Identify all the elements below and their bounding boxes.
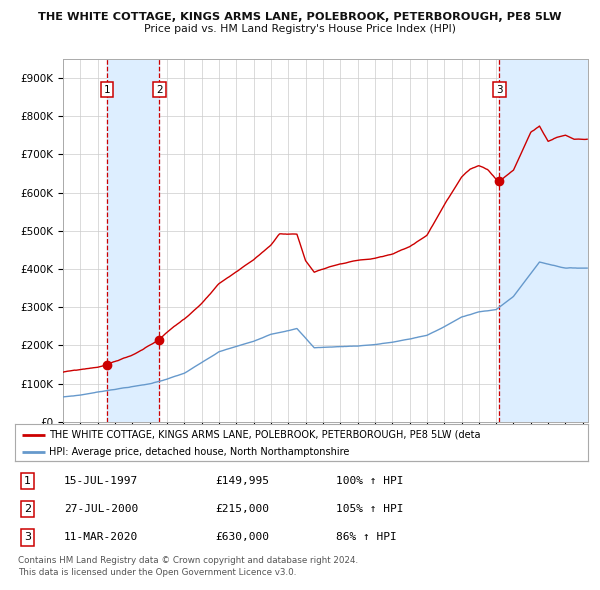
Bar <box>107 59 160 422</box>
Text: 3: 3 <box>24 533 31 542</box>
Text: 86% ↑ HPI: 86% ↑ HPI <box>336 533 397 542</box>
Text: 1: 1 <box>24 476 31 486</box>
Text: £215,000: £215,000 <box>215 504 269 514</box>
Text: 27-JUL-2000: 27-JUL-2000 <box>64 504 138 514</box>
Text: THE WHITE COTTAGE, KINGS ARMS LANE, POLEBROOK, PETERBOROUGH, PE8 5LW (deta: THE WHITE COTTAGE, KINGS ARMS LANE, POLE… <box>49 430 481 440</box>
Text: £630,000: £630,000 <box>215 533 269 542</box>
Text: 3: 3 <box>496 84 503 94</box>
Text: THE WHITE COTTAGE, KINGS ARMS LANE, POLEBROOK, PETERBOROUGH, PE8 5LW: THE WHITE COTTAGE, KINGS ARMS LANE, POLE… <box>38 12 562 22</box>
Text: 2: 2 <box>156 84 163 94</box>
Text: Price paid vs. HM Land Registry's House Price Index (HPI): Price paid vs. HM Land Registry's House … <box>144 24 456 34</box>
Text: Contains HM Land Registry data © Crown copyright and database right 2024.: Contains HM Land Registry data © Crown c… <box>18 556 358 565</box>
Text: HPI: Average price, detached house, North Northamptonshire: HPI: Average price, detached house, Nort… <box>49 447 350 457</box>
Text: 11-MAR-2020: 11-MAR-2020 <box>64 533 138 542</box>
Bar <box>499 59 588 422</box>
Text: 1: 1 <box>104 84 110 94</box>
Text: £149,995: £149,995 <box>215 476 269 486</box>
Text: 2: 2 <box>24 504 31 514</box>
Text: 100% ↑ HPI: 100% ↑ HPI <box>336 476 403 486</box>
Text: 105% ↑ HPI: 105% ↑ HPI <box>336 504 403 514</box>
Text: This data is licensed under the Open Government Licence v3.0.: This data is licensed under the Open Gov… <box>18 568 296 576</box>
Text: 15-JUL-1997: 15-JUL-1997 <box>64 476 138 486</box>
